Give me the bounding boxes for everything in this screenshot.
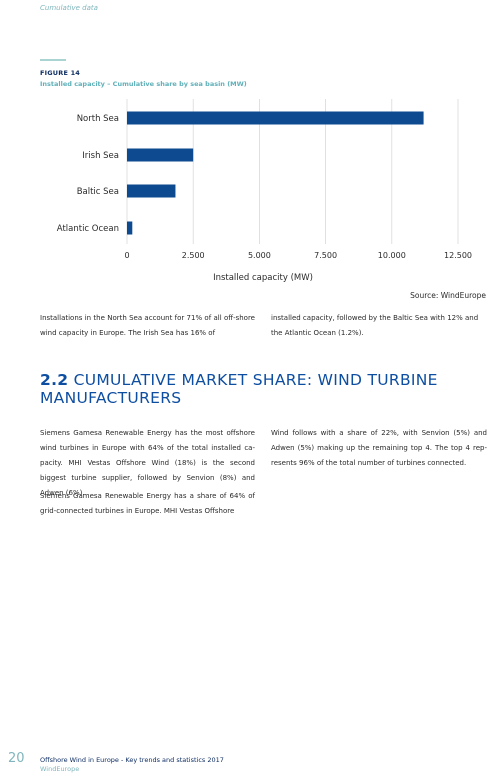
category-labels: North Sea Irish Sea Baltic Sea Atlantic Oce… (57, 114, 119, 234)
page-number: 20 (8, 751, 25, 766)
x-tick-label: 12.500 (444, 251, 472, 260)
paragraph-1-right: installed capacity, followed by the Balt… (271, 314, 479, 337)
section-heading: 2.2 CUMULATIVE MARKET SHARE: WIND TURBIN… (40, 371, 480, 407)
paragraph-3-left: Siemens Gamesa Renewable Energy has a sh… (40, 492, 255, 515)
footer-org: WindEurope (40, 765, 80, 773)
figure-rule (40, 59, 66, 61)
footer-title: Offshore Wind in Europe - Key trends and… (40, 756, 224, 764)
paragraph-1-left: Installations in the North Sea account f… (40, 314, 255, 337)
bar (127, 148, 194, 162)
x-axis-label: Installed capacity (MW) (213, 273, 313, 283)
figure-source: Source: WindEurope (410, 291, 486, 300)
x-tick-label: 5.000 (248, 251, 271, 260)
bars (127, 111, 424, 235)
figure-label: FIGURE 14 (40, 69, 81, 77)
bar (127, 184, 176, 198)
paragraph-2-left: Siemens Gamesa Renewable Energy has the … (40, 429, 255, 497)
category-label: North Sea (77, 114, 119, 124)
figure-title: Installed capacity – Cumulative share by… (40, 80, 247, 88)
x-tick-label: 0 (124, 251, 129, 260)
x-tick-labels: 0 2.500 5.000 7.500 10.000 12.500 (124, 251, 472, 260)
section-title: CUMULATIVE MARKET SHARE: WIND TURBINE MA… (40, 371, 438, 407)
category-label: Baltic Sea (77, 187, 119, 197)
x-tick-label: 10.000 (378, 251, 406, 260)
section-number: 2.2 (40, 371, 69, 389)
running-head: Cumulative data (40, 4, 98, 12)
x-tick-label: 7.500 (314, 251, 337, 260)
category-label: Atlantic Ocean (57, 224, 119, 234)
bar (127, 221, 133, 235)
category-label: Irish Sea (82, 151, 119, 161)
bar-chart: North Sea Irish Sea Baltic Sea Atlantic Oce… (57, 99, 472, 283)
paragraph-2-right: Wind follows with a share of 22%, with S… (271, 429, 487, 467)
x-tick-label: 2.500 (182, 251, 205, 260)
bar (127, 111, 424, 125)
